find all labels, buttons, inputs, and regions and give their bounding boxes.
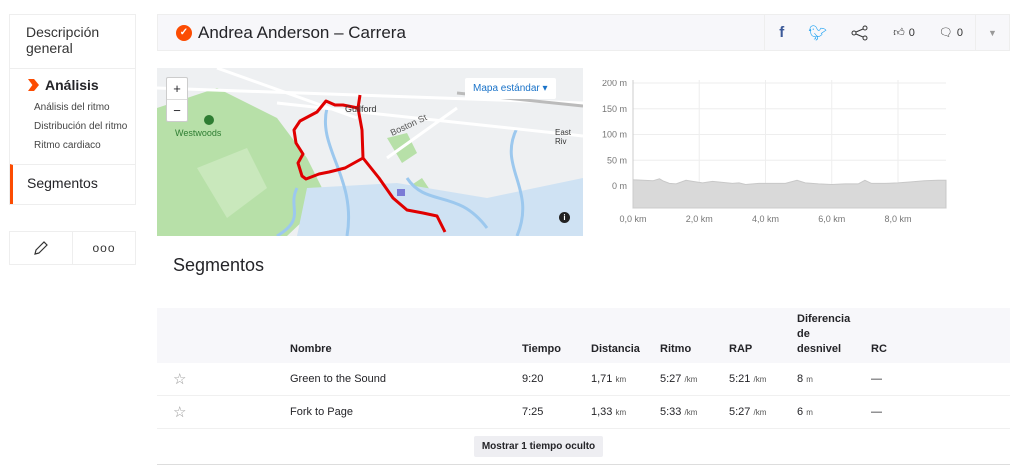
twitter-share-button[interactable]: 🐦︎ bbox=[808, 24, 828, 42]
comments-button[interactable]: 🗨︎ 0 bbox=[927, 26, 975, 40]
map-label-park: Westwoods bbox=[175, 128, 222, 138]
table-row[interactable]: ☆ Fork to Page 7:25 1,33 km 5:33 /km 5:2… bbox=[157, 395, 1010, 429]
segment-distance: 1,33 km bbox=[591, 395, 660, 429]
segment-name[interactable]: Green to the Sound bbox=[290, 363, 522, 396]
share-icon bbox=[851, 25, 868, 40]
star-icon[interactable]: ☆ bbox=[157, 363, 290, 396]
map-type-label: Mapa estándar bbox=[473, 83, 540, 94]
map-type-select[interactable]: Mapa estándar ▾ bbox=[465, 78, 556, 99]
elevation-area bbox=[632, 178, 947, 209]
star-icon[interactable]: ☆ bbox=[157, 395, 290, 429]
y-tick-label: 50 m bbox=[607, 155, 627, 165]
segment-distance: 1,71 km bbox=[591, 363, 660, 396]
y-tick-label: 0 m bbox=[612, 181, 627, 191]
map-label-river: East Riv bbox=[555, 128, 572, 146]
edit-button[interactable] bbox=[10, 232, 73, 264]
sidebar-subitem-heart-rate[interactable]: Ritmo cardiaco bbox=[34, 140, 101, 151]
sidebar-item-segments[interactable]: Segmentos bbox=[10, 164, 135, 204]
comments-count: 0 bbox=[956, 26, 963, 39]
segment-name[interactable]: Fork to Page bbox=[290, 395, 522, 429]
x-tick-label: 8,0 km bbox=[884, 214, 911, 224]
segment-pace: 5:33 /km bbox=[660, 395, 729, 429]
segment-gap: 5:21 /km bbox=[729, 363, 797, 396]
verified-badge-icon: ✓ bbox=[176, 24, 192, 41]
map-label-town: Guilford bbox=[345, 104, 377, 114]
segment-hr: — bbox=[871, 363, 1010, 396]
segment-hr: — bbox=[871, 395, 1010, 429]
x-tick-label: 4,0 km bbox=[752, 214, 779, 224]
segment-elev: 8 m bbox=[797, 363, 871, 396]
show-hidden-button[interactable]: Mostrar 1 tiempo oculto bbox=[473, 436, 604, 457]
col-gap[interactable]: RAP bbox=[729, 308, 797, 363]
col-distance[interactable]: Distancia bbox=[591, 308, 660, 363]
col-hr[interactable]: RC bbox=[871, 308, 1010, 363]
pencil-icon bbox=[34, 241, 48, 255]
chevron-icon bbox=[28, 79, 39, 91]
segment-gap: 5:27 /km bbox=[729, 395, 797, 429]
x-tick-label: 2,0 km bbox=[686, 214, 713, 224]
sidebar-subitem-pace-analysis[interactable]: Análisis del ritmo bbox=[34, 102, 110, 113]
elevation-chart[interactable]: 0 m 50 m 100 m 150 m 200 m 0,0 km 2,0 km 4,0 km… bbox=[596, 80, 956, 230]
sidebar-tools: ooo bbox=[9, 231, 136, 265]
page-title: Andrea Anderson – Carrera bbox=[198, 22, 406, 42]
zoom-out-button[interactable]: − bbox=[173, 103, 181, 118]
info-icon[interactable]: i bbox=[559, 212, 570, 223]
segments-heading: Segmentos bbox=[173, 255, 265, 275]
segment-time: 7:25 bbox=[522, 395, 591, 429]
col-elev-diff-label: Diferencia de desnivel bbox=[797, 313, 851, 355]
comment-icon: 🗨︎ bbox=[938, 27, 953, 39]
zoom-in-button[interactable]: + bbox=[167, 78, 187, 100]
dropdown-chevron-icon[interactable]: ▼ bbox=[975, 15, 1009, 50]
route-map[interactable]: + − Mapa estándar ▾ Guilford Westwoods Bo… bbox=[157, 68, 583, 236]
segment-elev: 6 m bbox=[797, 395, 871, 429]
more-button[interactable]: ooo bbox=[92, 241, 116, 255]
x-tick-label: 6,0 km bbox=[818, 214, 845, 224]
y-tick-label: 100 m bbox=[602, 130, 627, 140]
map-canvas bbox=[157, 68, 583, 236]
y-tick-label: 150 m bbox=[602, 104, 627, 114]
x-tick-label: 0,0 km bbox=[619, 214, 646, 224]
segment-pace: 5:27 /km bbox=[660, 363, 729, 396]
col-name[interactable]: Nombre bbox=[290, 308, 522, 363]
segments-table: Nombre Tiempo Distancia Ritmo RAP Difere… bbox=[157, 308, 1010, 465]
sidebar-subitem-pace-distribution[interactable]: Distribución del ritmo bbox=[34, 121, 128, 132]
thumbs-up-icon: 👍︎ bbox=[893, 27, 905, 39]
kudos-button[interactable]: 👍︎ 0 bbox=[881, 26, 927, 40]
col-elev-diff[interactable]: Diferencia de desnivel bbox=[797, 308, 871, 363]
zoom-control: + − bbox=[166, 77, 188, 122]
y-tick-label: 200 m bbox=[602, 80, 627, 88]
activity-header: ✓ Andrea Anderson – Carrera f 🐦︎ 👍︎ 0 🗨︎ 0… bbox=[157, 14, 1010, 51]
sidebar: Descripción general Análisis Análisis de… bbox=[9, 14, 136, 205]
table-row[interactable]: ☆ Green to the Sound 9:20 1,71 km 5:27 /… bbox=[157, 363, 1010, 396]
col-time[interactable]: Tiempo bbox=[522, 308, 591, 363]
analysis-label: Análisis bbox=[45, 77, 99, 93]
sidebar-item-overview[interactable]: Descripción general bbox=[10, 15, 135, 69]
table-header-row: Nombre Tiempo Distancia Ritmo RAP Difere… bbox=[157, 308, 1010, 363]
facebook-share-button[interactable]: f bbox=[779, 24, 785, 41]
segment-time: 9:20 bbox=[522, 363, 591, 396]
share-button[interactable] bbox=[839, 25, 881, 41]
col-pace[interactable]: Ritmo bbox=[660, 308, 729, 363]
kudos-count: 0 bbox=[908, 26, 915, 39]
sidebar-item-analysis[interactable]: Análisis bbox=[10, 69, 135, 99]
